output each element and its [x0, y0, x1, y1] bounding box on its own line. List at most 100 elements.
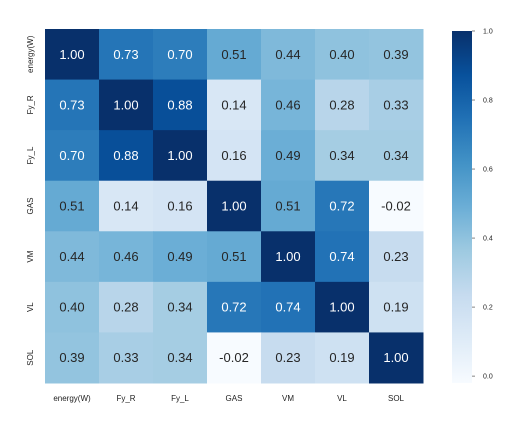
cell-value-label: 0.51 — [59, 199, 84, 214]
column-label-gas: GAS — [226, 394, 243, 403]
heatmap-cell-labels: 1.00 0.73 0.70 0.51 0.44 0.40 0.39 0.73 1.00 0.88… — [59, 47, 410, 365]
heatmap-cell-fy-r-vm — [261, 79, 316, 131]
heatmap-cell-energy-w-gas — [207, 29, 262, 81]
cell-value-label: 0.44 — [59, 249, 84, 264]
heatmap-cell-sol-vm — [261, 332, 316, 384]
heatmap-cell-vl-gas — [207, 281, 262, 333]
heatmap-cell-gas-vm — [261, 180, 316, 232]
heatmap-cells — [45, 29, 424, 384]
heatmap-cell-sol-vl — [315, 332, 370, 384]
cell-value-label: 1.00 — [275, 249, 300, 264]
cell-value-label: 0.33 — [113, 350, 138, 365]
cell-value-label: 0.51 — [221, 47, 246, 62]
heatmap-cell-sol-fy-r — [99, 332, 154, 384]
cell-value-label: 0.88 — [113, 148, 138, 163]
cell-value-label: 0.51 — [221, 249, 246, 264]
colorbar-tick-label: 0.2 — [483, 305, 493, 312]
cell-value-label: -0.02 — [219, 350, 249, 365]
heatmap-cell-fy-r-fy-r — [99, 79, 154, 131]
heatmap-cell-vm-fy-r — [99, 231, 154, 283]
heatmap-cell-sol-gas — [207, 332, 262, 384]
heatmap-cell-vl-vl — [315, 281, 370, 333]
heatmap-cell-energy-w-vl — [315, 29, 370, 81]
heatmap-cell-fy-r-fy-l — [153, 79, 208, 131]
cell-value-label: 0.70 — [167, 47, 192, 62]
cell-value-label: 0.28 — [113, 300, 138, 315]
cell-value-label: 0.46 — [275, 97, 300, 112]
heatmap-cell-energy-w-fy-l — [153, 29, 208, 81]
cell-value-label: 0.23 — [383, 249, 408, 264]
cell-value-label: 0.34 — [167, 350, 192, 365]
cell-value-label: 0.46 — [113, 249, 138, 264]
cell-value-label: 1.00 — [383, 350, 408, 365]
heatmap-cell-vm-gas — [207, 231, 262, 283]
colorbar — [452, 31, 472, 383]
row-label-fy-r: Fy_R — [26, 95, 35, 114]
colorbar-tick-label: 0.0 — [483, 374, 493, 381]
cell-value-label: 0.19 — [329, 350, 354, 365]
heatmap-cell-vl-fy-l — [153, 281, 208, 333]
heatmap-cell-fy-l-vl — [315, 130, 370, 182]
heatmap-cell-gas-vl — [315, 180, 370, 232]
heatmap-cell-fy-r-vl — [315, 79, 370, 131]
row-tick-labels: energy(W) Fy_R Fy_L GAS VM VL SOL — [26, 35, 35, 365]
heatmap-cell-gas-energy-w — [45, 180, 100, 232]
heatmap-cell-vl-fy-r — [99, 281, 154, 333]
heatmap-cell-fy-l-fy-l — [153, 130, 208, 182]
cell-value-label: 0.73 — [59, 97, 84, 112]
cell-value-label: 0.72 — [329, 199, 354, 214]
colorbar-tick-label: 0.6 — [483, 167, 493, 174]
heatmap-cell-gas-sol — [369, 180, 424, 232]
row-label-fy-l: Fy_L — [26, 146, 35, 164]
cell-value-label: 0.39 — [383, 47, 408, 62]
heatmap-cell-fy-r-sol — [369, 79, 424, 131]
heatmap-cell-energy-w-fy-r — [99, 29, 154, 81]
column-tick-labels: energy(W) Fy_R Fy_L GAS VM VL SOL — [53, 394, 404, 403]
column-label-vl: VL — [337, 394, 347, 403]
heatmap-cell-fy-l-gas — [207, 130, 262, 182]
cell-value-label: 0.16 — [221, 148, 246, 163]
cell-value-label: 0.28 — [329, 97, 354, 112]
heatmap-cell-vm-fy-l — [153, 231, 208, 283]
heatmap-cell-fy-l-vm — [261, 130, 316, 182]
heatmap-cell-fy-l-sol — [369, 130, 424, 182]
heatmap-cell-vm-energy-w — [45, 231, 100, 283]
column-label-vm: VM — [282, 394, 294, 403]
cell-value-label: 0.40 — [59, 300, 84, 315]
cell-value-label: 0.49 — [275, 148, 300, 163]
colorbar-tick-label: 0.4 — [483, 236, 493, 243]
cell-value-label: 0.74 — [329, 249, 354, 264]
heatmap-cell-energy-w-sol — [369, 29, 424, 81]
heatmap-cell-vl-energy-w — [45, 281, 100, 333]
heatmap-cell-gas-gas — [207, 180, 262, 232]
cell-value-label: 0.40 — [329, 47, 354, 62]
cell-value-label: 0.23 — [275, 350, 300, 365]
cell-value-label: 0.74 — [275, 300, 300, 315]
row-label-energy-w: energy(W) — [26, 35, 35, 73]
cell-value-label: 0.16 — [167, 199, 192, 214]
cell-value-label: 0.14 — [113, 199, 138, 214]
cell-value-label: 0.34 — [167, 300, 192, 315]
heatmap-cell-gas-fy-r — [99, 180, 154, 232]
column-label-sol: SOL — [388, 394, 405, 403]
cell-value-label: 0.34 — [383, 148, 408, 163]
cell-value-label: 1.00 — [59, 47, 84, 62]
colorbar-tick-labels: 0.0 0.2 0.4 0.6 0.8 1.0 — [472, 29, 493, 381]
heatmap-cell-fy-l-fy-r — [99, 130, 154, 182]
cell-value-label: 1.00 — [113, 97, 138, 112]
cell-value-label: 0.14 — [221, 97, 246, 112]
cell-value-label: 1.00 — [221, 199, 246, 214]
row-label-gas: GAS — [26, 198, 35, 215]
row-label-vm: VM — [26, 250, 35, 262]
cell-value-label: 0.19 — [383, 300, 408, 315]
heatmap-cell-fy-r-gas — [207, 79, 262, 131]
cell-value-label: 0.88 — [167, 97, 192, 112]
heatmap-cell-energy-w-vm — [261, 29, 316, 81]
heatmap-cell-gas-fy-l — [153, 180, 208, 232]
heatmap-cell-vm-vm — [261, 231, 316, 283]
heatmap-cell-vm-vl — [315, 231, 370, 283]
cell-value-label: 0.33 — [383, 97, 408, 112]
heatmap-cell-sol-fy-l — [153, 332, 208, 384]
heatmap-cell-fy-r-energy-w — [45, 79, 100, 131]
